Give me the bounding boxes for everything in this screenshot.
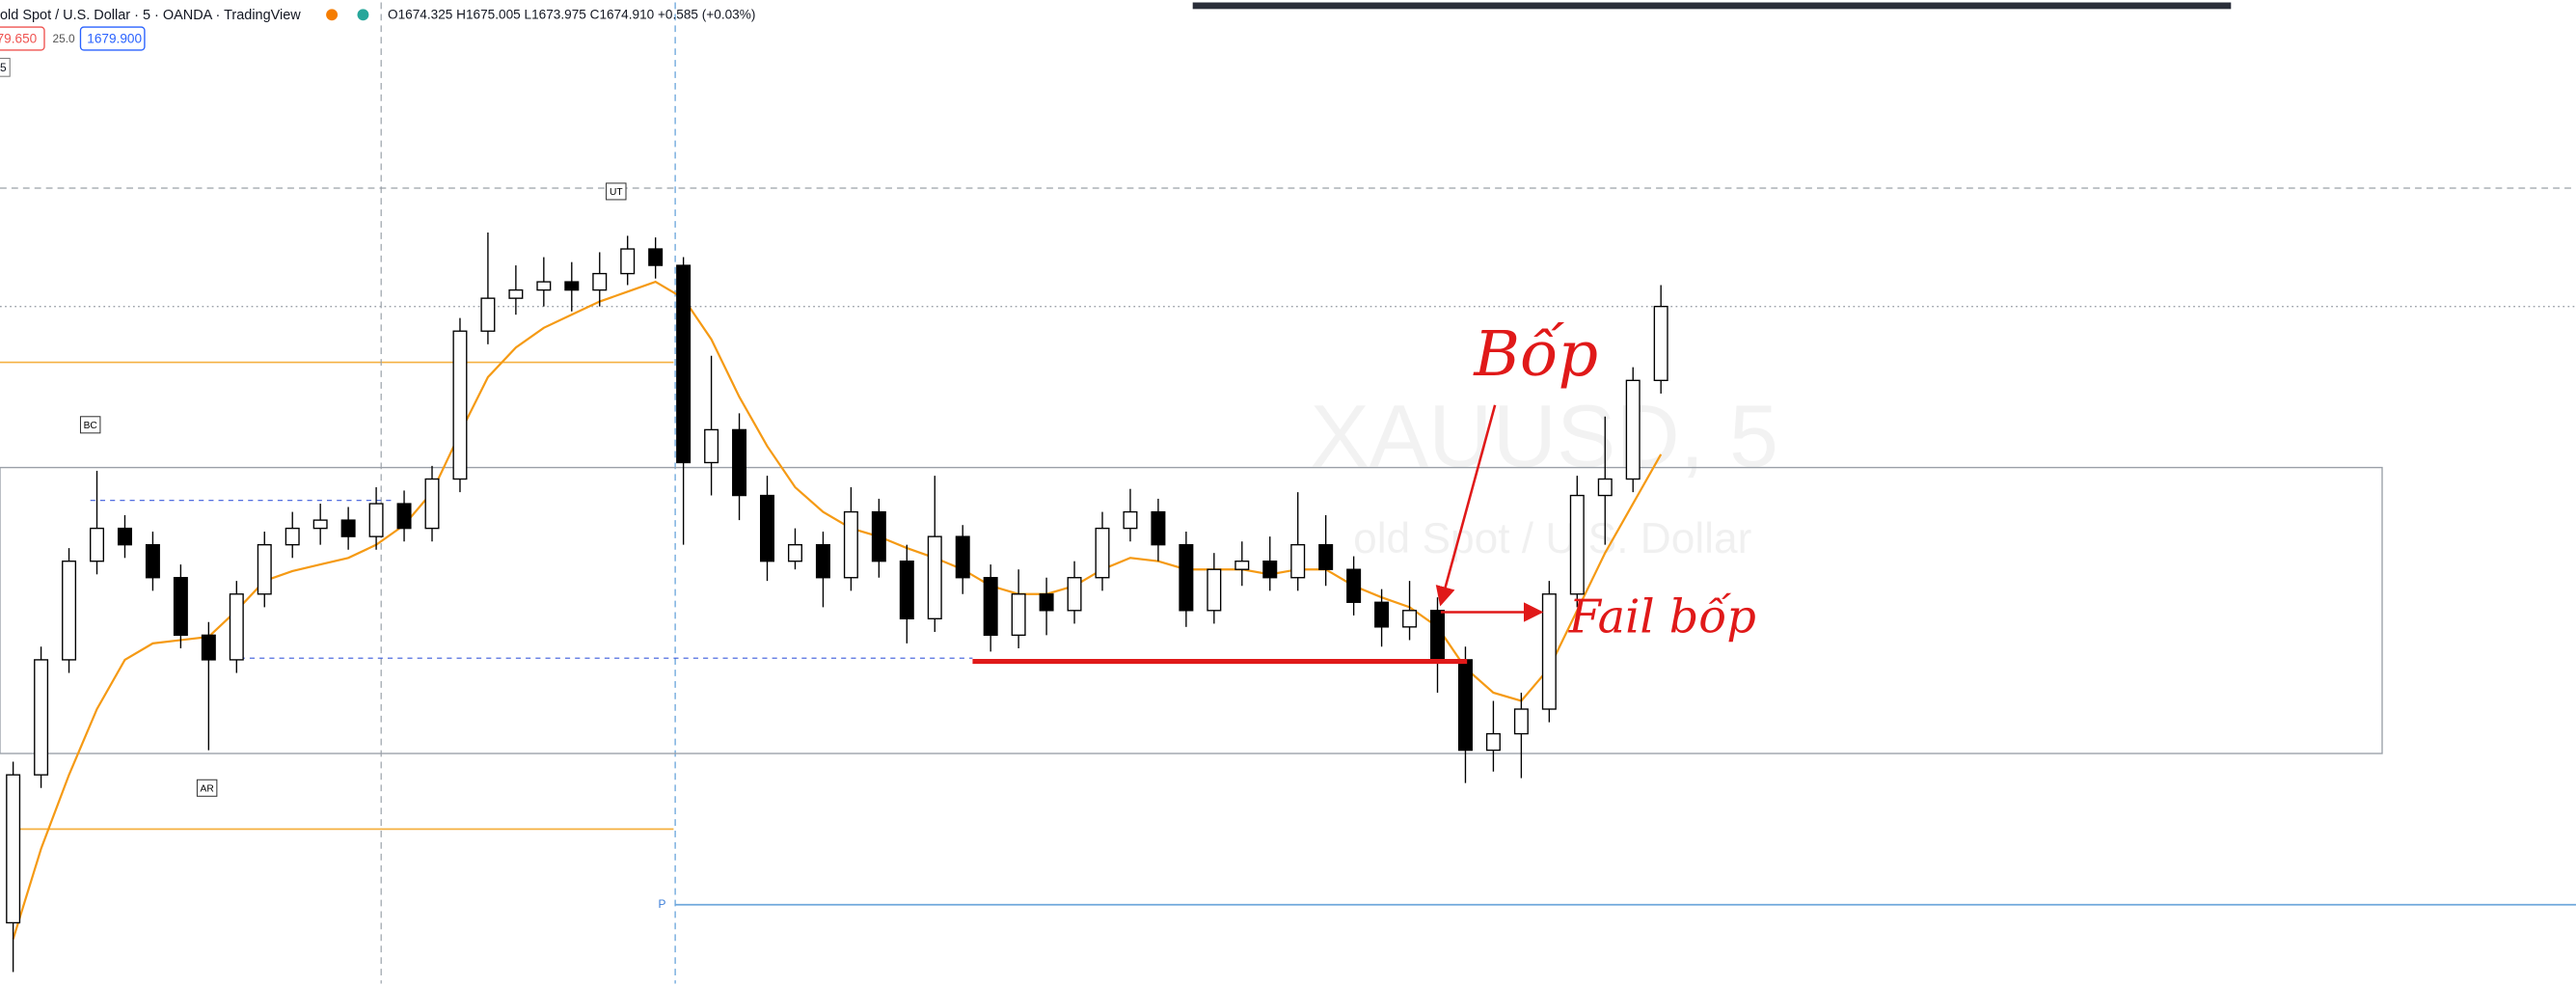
- candle-body: [1625, 379, 1641, 480]
- symbol-title: old Spot / U.S. Dollar · 5 · OANDA · Tra…: [0, 8, 301, 23]
- candle-body: [1513, 708, 1529, 735]
- sell-price: 79.650: [0, 31, 38, 45]
- candle-body: [1095, 527, 1110, 579]
- candle-body: [927, 535, 942, 619]
- candle-body: [452, 330, 468, 480]
- candle-body: [732, 428, 747, 497]
- top-bar: [1192, 2, 2232, 10]
- candle-body: [955, 535, 970, 579]
- candle-body: [229, 593, 244, 661]
- watermark: XAUUSD, 5: [1310, 387, 1778, 485]
- label-box: [196, 779, 218, 797]
- candle-body: [396, 503, 412, 530]
- candle-body: [6, 774, 21, 924]
- candles: [6, 233, 1668, 972]
- candle-body: [1653, 305, 1668, 381]
- candle-body: [1569, 494, 1585, 595]
- candle-body: [871, 510, 886, 562]
- candle-body: [1346, 568, 1362, 603]
- candle-body: [1123, 510, 1138, 530]
- candle-body: [424, 478, 440, 530]
- candle-body: [90, 527, 104, 562]
- candle-body: [592, 272, 608, 291]
- candle-body: [368, 503, 384, 537]
- candle-body: [983, 577, 998, 637]
- candle-body: [1234, 561, 1250, 570]
- candle-body: [815, 543, 830, 579]
- candle-body: [704, 428, 719, 464]
- candle-body: [201, 634, 216, 661]
- candle-body: [1430, 610, 1446, 661]
- candle-body: [1207, 568, 1222, 612]
- annotation: Fail bốp: [1568, 591, 1756, 644]
- candle-body: [34, 659, 49, 776]
- label-box: [606, 182, 627, 201]
- spread: 25.0: [53, 32, 76, 45]
- candle-body: [760, 494, 775, 562]
- candle-body: [117, 527, 132, 546]
- candle-body: [1457, 659, 1473, 752]
- candle-body: [1067, 577, 1082, 612]
- label-box: [79, 416, 101, 434]
- candle-body: [480, 297, 496, 332]
- ut-label: UT: [610, 187, 623, 198]
- status-icon: [326, 9, 339, 21]
- candle-body: [620, 248, 636, 275]
- candle-body: [1485, 732, 1501, 752]
- candle-body: [1011, 593, 1026, 637]
- candle-body: [536, 281, 552, 291]
- candle-body: [787, 543, 802, 562]
- candle-body: [1151, 510, 1166, 546]
- candle-body: [173, 577, 188, 637]
- bc-label: BC: [84, 421, 97, 431]
- candle-body: [899, 561, 914, 619]
- arrow: [1435, 404, 1497, 607]
- watermark-subtitle: old Spot / U.S. Dollar: [1353, 515, 1751, 562]
- status-icon: [357, 9, 369, 21]
- candle-body: [508, 288, 524, 299]
- candle-body: [340, 519, 356, 537]
- candle-body: [843, 510, 858, 579]
- candle-body: [257, 543, 272, 595]
- candle-body: [1179, 543, 1194, 612]
- interval-box: [0, 57, 11, 77]
- candle-body: [285, 527, 300, 546]
- candle-body: [648, 248, 664, 266]
- candle-body: [1541, 593, 1557, 710]
- candle-body: [1039, 593, 1054, 612]
- sell-button[interactable]: [0, 26, 45, 51]
- candle-body: [1402, 610, 1418, 628]
- range-box: [0, 466, 2383, 754]
- candle-body: [62, 561, 77, 661]
- candle-body: [145, 543, 160, 579]
- buy-button[interactable]: [79, 26, 146, 51]
- interval: 5: [0, 61, 7, 74]
- candle-body: [312, 519, 328, 530]
- candle-body: [564, 281, 580, 291]
- ar-label: AR: [201, 783, 214, 794]
- pivot-label: P: [659, 897, 666, 911]
- candle-body: [676, 264, 691, 464]
- ohlc: O1674.325 H1675.005 L1673.975 C1674.910 …: [388, 8, 755, 22]
- moving-average: [12, 280, 1663, 940]
- annotation: Bốp: [1473, 318, 1598, 391]
- buy-price: 1679.900: [87, 31, 142, 45]
- candle-body: [1597, 478, 1613, 497]
- candle-body: [1318, 543, 1334, 570]
- candle-body: [1374, 601, 1390, 628]
- candle-body: [1290, 543, 1306, 579]
- candle-body: [1262, 561, 1278, 579]
